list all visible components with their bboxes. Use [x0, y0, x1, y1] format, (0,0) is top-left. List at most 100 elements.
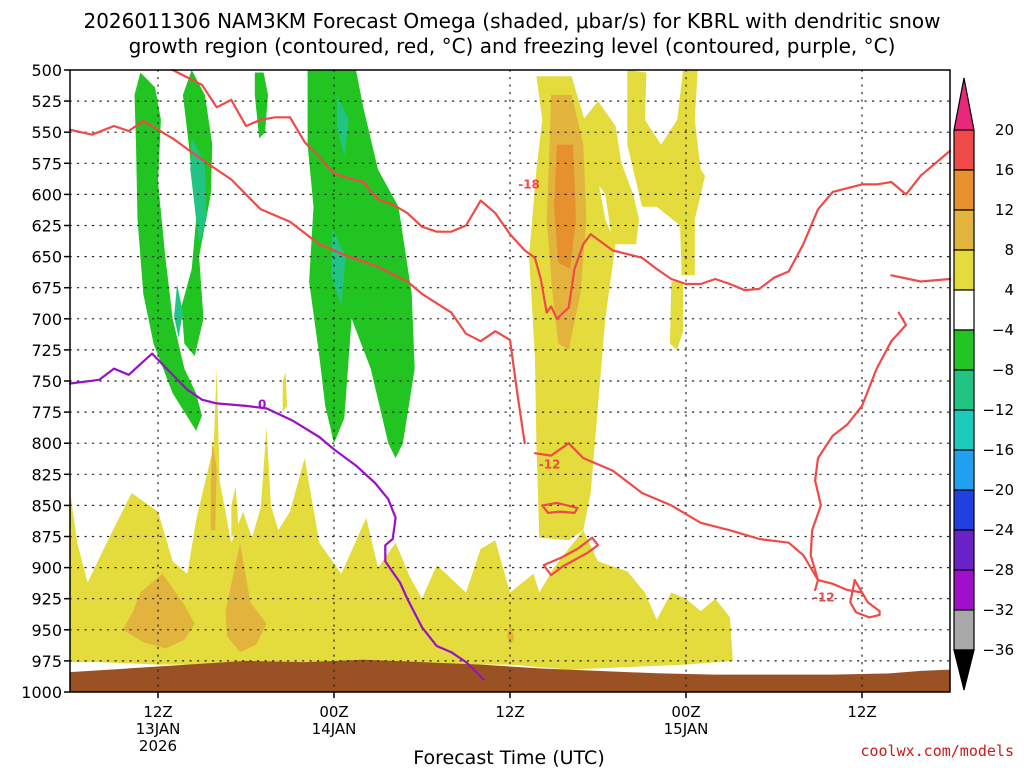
- y-tick-label-625: 625: [31, 217, 62, 236]
- colorbar-bin-13: [953, 609, 975, 651]
- y-tick-label-1000: 1000: [21, 683, 62, 702]
- colorbar-bin-8: [953, 409, 975, 451]
- y-tick-label-925: 925: [31, 590, 62, 609]
- contour-label-8: 0: [258, 398, 266, 412]
- y-tick-label-725: 725: [31, 341, 62, 360]
- y-tick-label-775: 775: [31, 403, 62, 422]
- colorbar-label-6: −8: [992, 361, 1014, 379]
- omega-region-2-2: [583, 101, 640, 245]
- colorbar-label-13: −36: [982, 641, 1014, 659]
- contour-line-0: [68, 119, 526, 445]
- colorbar-label-0: 20: [995, 121, 1014, 139]
- x-tick-label-1-0: 00Z: [319, 703, 348, 721]
- x-tick-label-2-0: 12Z: [495, 703, 524, 721]
- colorbar-label-3: 8: [1004, 241, 1014, 259]
- y-tick-label-600: 600: [31, 185, 62, 204]
- colorbar-bin-14: [953, 649, 975, 691]
- colorbar-label-2: 12: [995, 201, 1014, 219]
- colorbar-label-1: 16: [995, 161, 1014, 179]
- colorbar-bin-7: [953, 369, 975, 411]
- colorbar-bin-11: [953, 529, 975, 571]
- omega-region-3-4: [507, 623, 515, 645]
- x-axis-label: Forecast Time (UTC): [413, 747, 604, 768]
- colorbar-bin-3: [953, 209, 975, 251]
- omega-region-2-3: [627, 70, 706, 276]
- ground-layer: [70, 659, 950, 692]
- y-tick-label-900: 900: [31, 559, 62, 578]
- omega-region-3-3: [210, 440, 217, 531]
- omega-region-4-0: [554, 144, 576, 269]
- y-axis-ticks: 500 525 550 575 600 625 650 675 700 725 750 775 800 8…: [21, 61, 70, 702]
- omega-region-0-2: [254, 72, 268, 139]
- colorbar-bin-9: [953, 449, 975, 491]
- y-tick-label-825: 825: [31, 465, 62, 484]
- x-tick-label-0-0: 12Z: [143, 703, 172, 721]
- chart-title-line-2: growth region (contoured, red, °C) and f…: [129, 34, 896, 58]
- x-tick-label-4-0: 12Z: [847, 703, 876, 721]
- contour-line-5: [849, 578, 881, 619]
- y-tick-label-650: 650: [31, 248, 62, 267]
- colorbar-bin-2: [953, 169, 975, 211]
- omega-region-2-6: [282, 372, 288, 413]
- contour-label-0: -18: [518, 177, 540, 191]
- contour-line-7: [542, 536, 600, 577]
- omega-region-3-2: [225, 542, 267, 653]
- y-tick-label-875: 875: [31, 528, 62, 547]
- contour-line-4: [809, 311, 908, 592]
- colorbar: 20 16 12 8 4 −4 −8 −12 −16 −20 −24 −28 −32 −36: [953, 77, 1014, 691]
- omega-region-1-3: [331, 229, 346, 307]
- omega-region-0-0: [134, 72, 202, 431]
- credit-text: coolwx.com/models: [860, 742, 1014, 760]
- y-tick-label-800: 800: [31, 434, 62, 453]
- colorbar-bin-1: [953, 129, 975, 171]
- y-tick-label-700: 700: [31, 310, 62, 329]
- colorbar-bin-5: [953, 289, 975, 331]
- contour-line-1: [171, 68, 952, 320]
- colorbar-label-8: −16: [982, 441, 1014, 459]
- y-tick-label-575: 575: [31, 154, 62, 173]
- x-tick-label-0-2: 2026: [139, 737, 177, 755]
- y-tick-label-850: 850: [31, 496, 62, 515]
- y-tick-label-500: 500: [31, 61, 62, 80]
- y-tick-label-550: 550: [31, 123, 62, 142]
- colorbar-label-4: 4: [1004, 281, 1014, 299]
- colorbar-label-5: −4: [992, 321, 1014, 339]
- x-tick-label-1-1: 14JAN: [312, 720, 357, 738]
- y-tick-label-525: 525: [31, 92, 62, 111]
- contour-line-6: [541, 501, 579, 515]
- omega-shading-layer: [70, 70, 733, 670]
- contour-label-4: -12: [813, 590, 835, 604]
- omega-region-1-0: [190, 138, 207, 245]
- omega-region-0-3: [307, 70, 415, 459]
- y-tick-label-675: 675: [31, 279, 62, 298]
- contour-line-2: [890, 274, 952, 283]
- x-tick-label-0-1: 13JAN: [136, 720, 181, 738]
- colorbar-bin-4: [953, 249, 975, 291]
- colorbar-bin-12: [953, 569, 975, 611]
- colorbar-label-12: −32: [982, 601, 1014, 619]
- contour-layer: -18 -12 -12 0: [68, 68, 952, 681]
- x-tick-label-3-1: 15JAN: [664, 720, 709, 738]
- colorbar-bin-0: [953, 77, 975, 131]
- omega-region-2-4: [669, 281, 684, 350]
- omega-region-2-5: [231, 486, 239, 538]
- y-tick-label-975: 975: [31, 652, 62, 671]
- x-tick-label-3-0: 00Z: [671, 703, 700, 721]
- omega-region-1-2: [336, 94, 349, 158]
- colorbar-bin-10: [953, 489, 975, 531]
- colorbar-bin-6: [953, 329, 975, 371]
- grid-lines: [69, 69, 951, 693]
- omega-region-1-1: [174, 284, 183, 338]
- colorbar-label-11: −28: [982, 561, 1014, 579]
- contour-line-3: [533, 442, 864, 594]
- colorbar-label-10: −24: [982, 521, 1014, 539]
- contour-line-8: [68, 352, 485, 681]
- contour-label-2: -12: [539, 457, 561, 471]
- chart-title-line-1: 2026011306 NAM3KM Forecast Omega (shaded…: [83, 9, 940, 33]
- colorbar-label-9: −20: [982, 481, 1014, 499]
- colorbar-label-7: −12: [982, 401, 1014, 419]
- ground-terrain: [70, 659, 950, 692]
- y-tick-label-750: 750: [31, 372, 62, 391]
